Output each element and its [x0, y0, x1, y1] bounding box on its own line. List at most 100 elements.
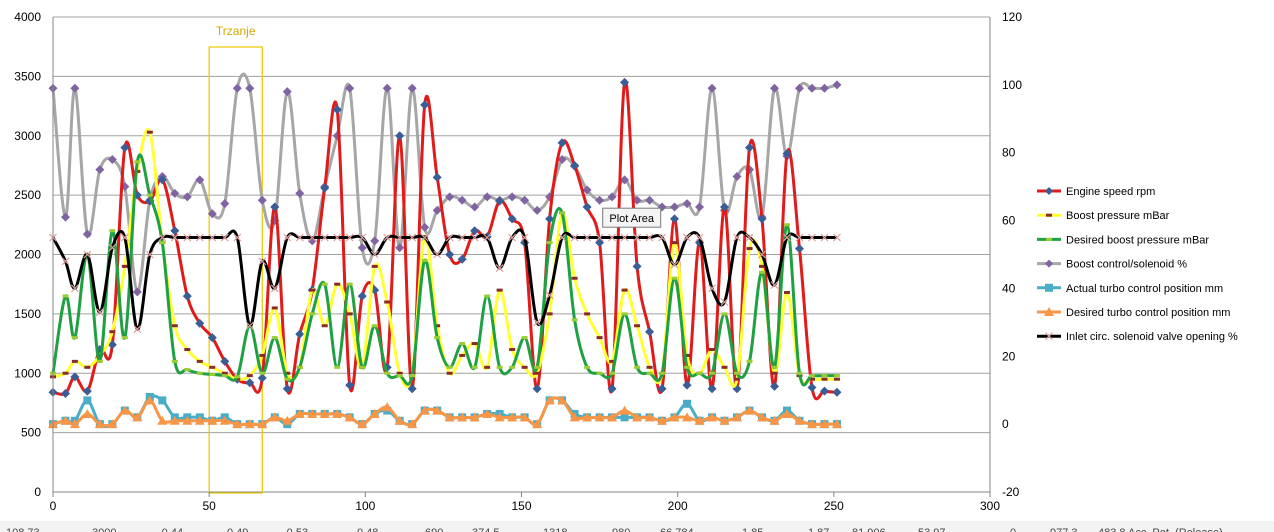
data-point [258, 257, 267, 266]
data-point [196, 359, 203, 363]
data-point [108, 243, 117, 252]
data-point [621, 312, 628, 316]
data-point [282, 384, 292, 394]
data-point [220, 233, 229, 242]
data-point [219, 415, 230, 425]
data-point [271, 336, 278, 340]
data-point [657, 384, 667, 394]
data-point [534, 365, 541, 369]
data-point [334, 282, 341, 286]
data-point [82, 229, 92, 239]
data-point [620, 413, 629, 422]
data-point [420, 100, 430, 110]
data-point [171, 324, 178, 328]
data-point [596, 371, 603, 375]
data-point [395, 131, 405, 141]
data-point [157, 175, 167, 185]
data-point [609, 371, 616, 375]
data-point [495, 196, 505, 206]
data-point [309, 288, 316, 292]
data-point [232, 83, 242, 93]
bottom-strip-cell: 374.5 [472, 527, 500, 532]
bottom-strip-cell: 81.906 [852, 527, 886, 532]
data-point [84, 365, 91, 369]
data-point [709, 371, 716, 375]
data-point [746, 247, 753, 251]
data-point [494, 412, 505, 422]
data-point [458, 233, 467, 242]
data-point [146, 130, 153, 134]
data-point [683, 399, 692, 408]
data-point [482, 408, 493, 418]
data-point [720, 298, 729, 306]
y-left-tick-label: 1000 [14, 366, 41, 380]
data-point [833, 377, 840, 381]
data-point [819, 386, 829, 396]
data-point [682, 199, 692, 209]
data-point [270, 202, 280, 212]
legend-item: Desired boost pressure mBar [1037, 234, 1209, 246]
data-point [159, 241, 166, 245]
data-point [621, 288, 628, 292]
data-point [796, 371, 803, 375]
legend-item: Inlet circ. solenoid valve opening % [1037, 331, 1238, 343]
data-point [420, 233, 429, 242]
y-left-tick-label: 0 [34, 485, 41, 499]
data-point [557, 155, 567, 164]
data-point [120, 233, 129, 242]
tooltip-label: Plot Area [609, 213, 655, 225]
data-point [609, 359, 616, 363]
data-point [484, 294, 491, 298]
data-point [269, 412, 280, 422]
data-point [619, 405, 630, 415]
x-tick-label: 50 [202, 499, 216, 513]
bottom-strip-cell: 980 [612, 527, 630, 532]
y-right-tick-label: 80 [1002, 146, 1016, 160]
data-point [408, 233, 417, 242]
data-point [209, 365, 216, 369]
data-point [232, 419, 243, 429]
data-point [521, 336, 528, 340]
data-point [496, 288, 503, 292]
data-point [695, 202, 705, 212]
data-point [62, 371, 69, 375]
legend-marker [1044, 307, 1054, 316]
bottom-strip-cell: 66.784 [660, 527, 694, 532]
bottom-strip-cell: 690 [425, 527, 443, 532]
data-point [382, 83, 392, 93]
data-point [70, 284, 79, 293]
data-point [195, 318, 205, 328]
bottom-strip-cell: 1.87 [808, 527, 829, 532]
data-point [221, 374, 228, 378]
data-point [295, 329, 305, 339]
y-right-tick-label: 40 [1002, 281, 1016, 295]
data-point [244, 419, 255, 429]
data-point [684, 365, 691, 369]
legend-marker [1045, 259, 1053, 268]
data-point [358, 233, 367, 242]
data-point [346, 312, 353, 316]
data-point [632, 195, 642, 205]
data-point [819, 419, 830, 429]
data-point [432, 405, 443, 415]
data-point [395, 243, 405, 253]
x-tick-label: 250 [824, 499, 844, 513]
tooltip-box [602, 207, 662, 228]
data-point [233, 233, 242, 242]
data-point [721, 312, 728, 316]
data-point [109, 330, 116, 334]
data-point [95, 165, 105, 175]
data-point [220, 356, 230, 366]
data-point [646, 365, 653, 369]
data-point [407, 419, 418, 429]
data-point [833, 233, 841, 242]
data-point [758, 270, 765, 274]
bottom-strip-cell: 0 [1010, 527, 1016, 532]
y-left-tick-label: 1500 [14, 307, 41, 321]
data-point [721, 365, 728, 369]
data-point [407, 83, 417, 93]
data-point [208, 233, 217, 242]
data-point [831, 419, 842, 429]
data-point [594, 412, 605, 422]
y-right-tick-label: 0 [1002, 417, 1009, 431]
